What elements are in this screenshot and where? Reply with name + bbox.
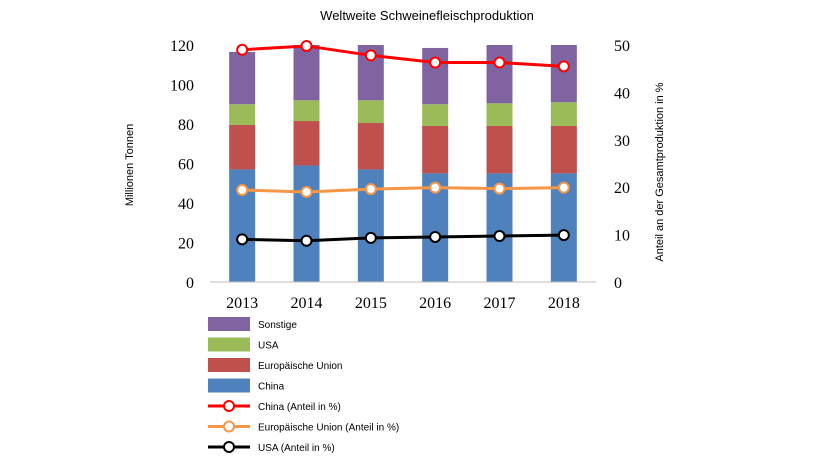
point-china-anteil-in-2017: [493, 56, 506, 69]
legend-label: Europäische Union: [258, 361, 343, 372]
bar-sonstige-2018: [550, 45, 577, 103]
lines-group: [236, 39, 570, 247]
point-europ-ische-union-anteil-in-2014: [300, 185, 313, 198]
x-tick-label: 2016: [419, 295, 451, 312]
legend-marker-usa-anteil-in: [223, 441, 235, 453]
legend-swatch-sonstige: [208, 317, 250, 331]
y-tick-label: 60: [178, 157, 194, 174]
y2-tick-label: 40: [614, 85, 630, 102]
bar-europ-ische-union-2017: [486, 125, 513, 174]
bar-sonstige-2016: [422, 47, 449, 105]
bar-usa-2017: [486, 103, 513, 126]
bar-usa-2013: [229, 104, 256, 125]
legend-label: China (Anteil in %): [258, 402, 341, 413]
point-europ-ische-union-anteil-in-2015: [364, 183, 377, 196]
chart-title: Weltweite Schweinefleischproduktion: [320, 8, 534, 23]
point-china-anteil-in-2018: [557, 60, 570, 73]
x-tick-label: 2013: [226, 295, 258, 312]
bar-sonstige-2014: [293, 45, 320, 101]
x-tick-label: 2014: [291, 295, 323, 312]
y2-tick-label: 20: [614, 180, 630, 197]
axes-group: 0 20 40 60 80 100 120 0 10 20 30 40 50 2013 2014 2015 20…: [170, 38, 630, 312]
line-usa-anteil-in: [242, 233, 564, 243]
y-tick-label: 100: [170, 78, 194, 95]
bar-europ-ische-union-2018: [550, 125, 577, 174]
x-tick-label: 2015: [355, 295, 387, 312]
point-europ-ische-union-anteil-in-2013: [236, 184, 249, 197]
legend-swatch-usa: [208, 337, 250, 352]
bar-usa-2014: [293, 100, 320, 122]
point-usa-anteil-in-2015: [364, 231, 377, 244]
line-china-anteil-in: [242, 44, 564, 68]
legend-label: Europäische Union (Anteil in %): [258, 423, 399, 434]
legend-label: Sonstige: [258, 320, 297, 331]
bar-sonstige-2017: [486, 45, 513, 104]
y2-axis-label: Anteil an der Gesamtproduktion in %: [654, 82, 666, 261]
point-usa-anteil-in-2018: [557, 229, 570, 242]
legend-swatch-china: [208, 378, 250, 393]
point-china-anteil-in-2013: [236, 43, 249, 56]
line-europ-ische-union-anteil-in: [242, 186, 564, 194]
legend-label: USA (Anteil in %): [258, 443, 335, 454]
bar-europ-ische-union-2013: [229, 124, 256, 170]
point-usa-anteil-in-2017: [493, 230, 506, 243]
bar-usa-2016: [422, 104, 449, 126]
legend-swatch-europ-ische-union: [208, 358, 250, 372]
point-usa-anteil-in-2013: [236, 233, 249, 246]
point-china-anteil-in-2015: [364, 49, 377, 62]
point-china-anteil-in-2016: [429, 56, 442, 69]
legend-marker-china-anteil-in: [223, 400, 235, 412]
y2-tick-label: 50: [614, 38, 630, 55]
point-europ-ische-union-anteil-in-2017: [493, 182, 506, 195]
x-tick-label: 2017: [484, 295, 516, 312]
y2-tick-label: 10: [614, 228, 630, 245]
legend-label: USA: [258, 341, 279, 352]
y-tick-label: 120: [170, 38, 194, 55]
bar-usa-2018: [550, 102, 577, 126]
y-tick-label: 40: [178, 196, 194, 213]
point-china-anteil-in-2014: [300, 39, 313, 52]
point-europ-ische-union-anteil-in-2018: [557, 181, 570, 194]
y-axis-label: Millionen Tonnen: [124, 124, 136, 206]
bar-china-2014: [293, 165, 320, 282]
y-tick-label: 80: [178, 117, 194, 134]
bar-usa-2015: [357, 100, 384, 124]
y2-tick-label: 30: [614, 133, 630, 150]
y-tick-label: 20: [178, 236, 194, 253]
point-usa-anteil-in-2016: [429, 230, 442, 243]
point-europ-ische-union-anteil-in-2016: [429, 181, 442, 194]
point-usa-anteil-in-2014: [300, 234, 313, 247]
bars-group: [229, 45, 577, 282]
bar-europ-ische-union-2014: [293, 121, 320, 166]
bar-sonstige-2013: [229, 51, 256, 105]
y2-tick-label: 0: [614, 275, 622, 292]
bar-europ-ische-union-2016: [422, 125, 449, 174]
bar-europ-ische-union-2015: [357, 123, 384, 170]
x-tick-label: 2018: [548, 295, 580, 312]
legend-label: China: [258, 382, 285, 393]
legend: Sonstige USA Europäische Union China China (…: [208, 317, 399, 454]
y-tick-label: 0: [186, 275, 194, 292]
legend-marker-europ-ische-union-anteil-in: [223, 420, 235, 433]
